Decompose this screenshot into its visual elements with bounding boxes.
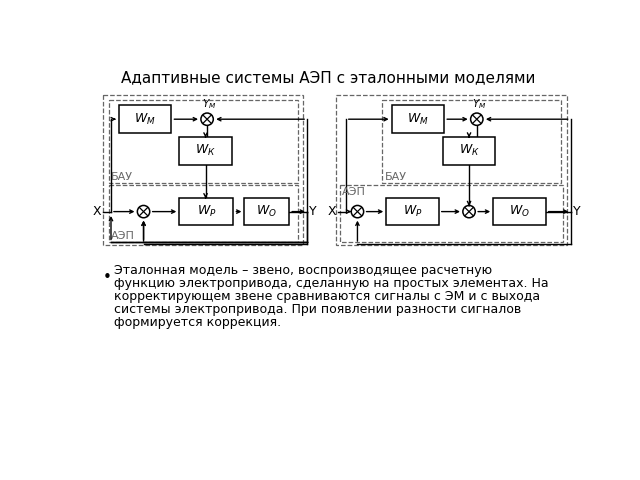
Text: $W_К$: $W_К$ xyxy=(459,143,479,158)
Bar xyxy=(119,105,172,133)
Text: АЭП: АЭП xyxy=(342,187,366,197)
Bar xyxy=(103,95,303,245)
Text: $W_К$: $W_К$ xyxy=(195,143,216,158)
Text: X: X xyxy=(93,205,102,218)
Bar xyxy=(179,137,232,165)
Text: Y: Y xyxy=(573,205,580,218)
Text: системы электропривода. При появлении разности сигналов: системы электропривода. При появлении ра… xyxy=(114,303,522,316)
Bar xyxy=(382,100,561,183)
Text: X: X xyxy=(328,205,337,218)
Circle shape xyxy=(138,205,150,218)
Bar xyxy=(244,198,289,226)
Text: АЭП: АЭП xyxy=(111,231,135,241)
Bar xyxy=(109,100,298,183)
Bar xyxy=(179,198,234,226)
Bar xyxy=(386,198,439,226)
Bar xyxy=(493,198,546,226)
Bar xyxy=(340,185,563,242)
Text: функцию электропривода, сделанную на простых элементах. На: функцию электропривода, сделанную на про… xyxy=(114,277,548,290)
Bar xyxy=(109,185,298,242)
Bar xyxy=(336,95,566,245)
Text: $W_О$: $W_О$ xyxy=(509,204,530,219)
Text: $W_М$: $W_М$ xyxy=(407,112,429,127)
Circle shape xyxy=(463,205,476,218)
Circle shape xyxy=(201,113,213,125)
Text: $W_Р$: $W_Р$ xyxy=(403,204,422,219)
Text: Адаптивные системы АЭП с эталонными моделями: Адаптивные системы АЭП с эталонными моде… xyxy=(121,71,535,86)
Circle shape xyxy=(470,113,483,125)
Text: $W_О$: $W_О$ xyxy=(257,204,277,219)
Text: $Y_М$: $Y_М$ xyxy=(472,98,486,111)
Text: БАУ: БАУ xyxy=(111,171,133,181)
Text: Эталонная модель – звено, воспроизводящее расчетную: Эталонная модель – звено, воспроизводяще… xyxy=(114,264,492,277)
Text: $W_Р$: $W_Р$ xyxy=(196,204,216,219)
Text: формируется коррекция.: формируется коррекция. xyxy=(114,316,281,329)
Text: корректирующем звене сравниваются сигналы с ЭМ и с выхода: корректирующем звене сравниваются сигнал… xyxy=(114,290,540,303)
Text: Y: Y xyxy=(309,205,317,218)
Text: •: • xyxy=(102,270,111,285)
Circle shape xyxy=(351,205,364,218)
Text: $W_М$: $W_М$ xyxy=(134,112,156,127)
Text: БАУ: БАУ xyxy=(385,171,406,181)
Bar xyxy=(443,137,495,165)
Text: $Y_М$: $Y_М$ xyxy=(202,98,217,111)
Bar xyxy=(392,105,444,133)
